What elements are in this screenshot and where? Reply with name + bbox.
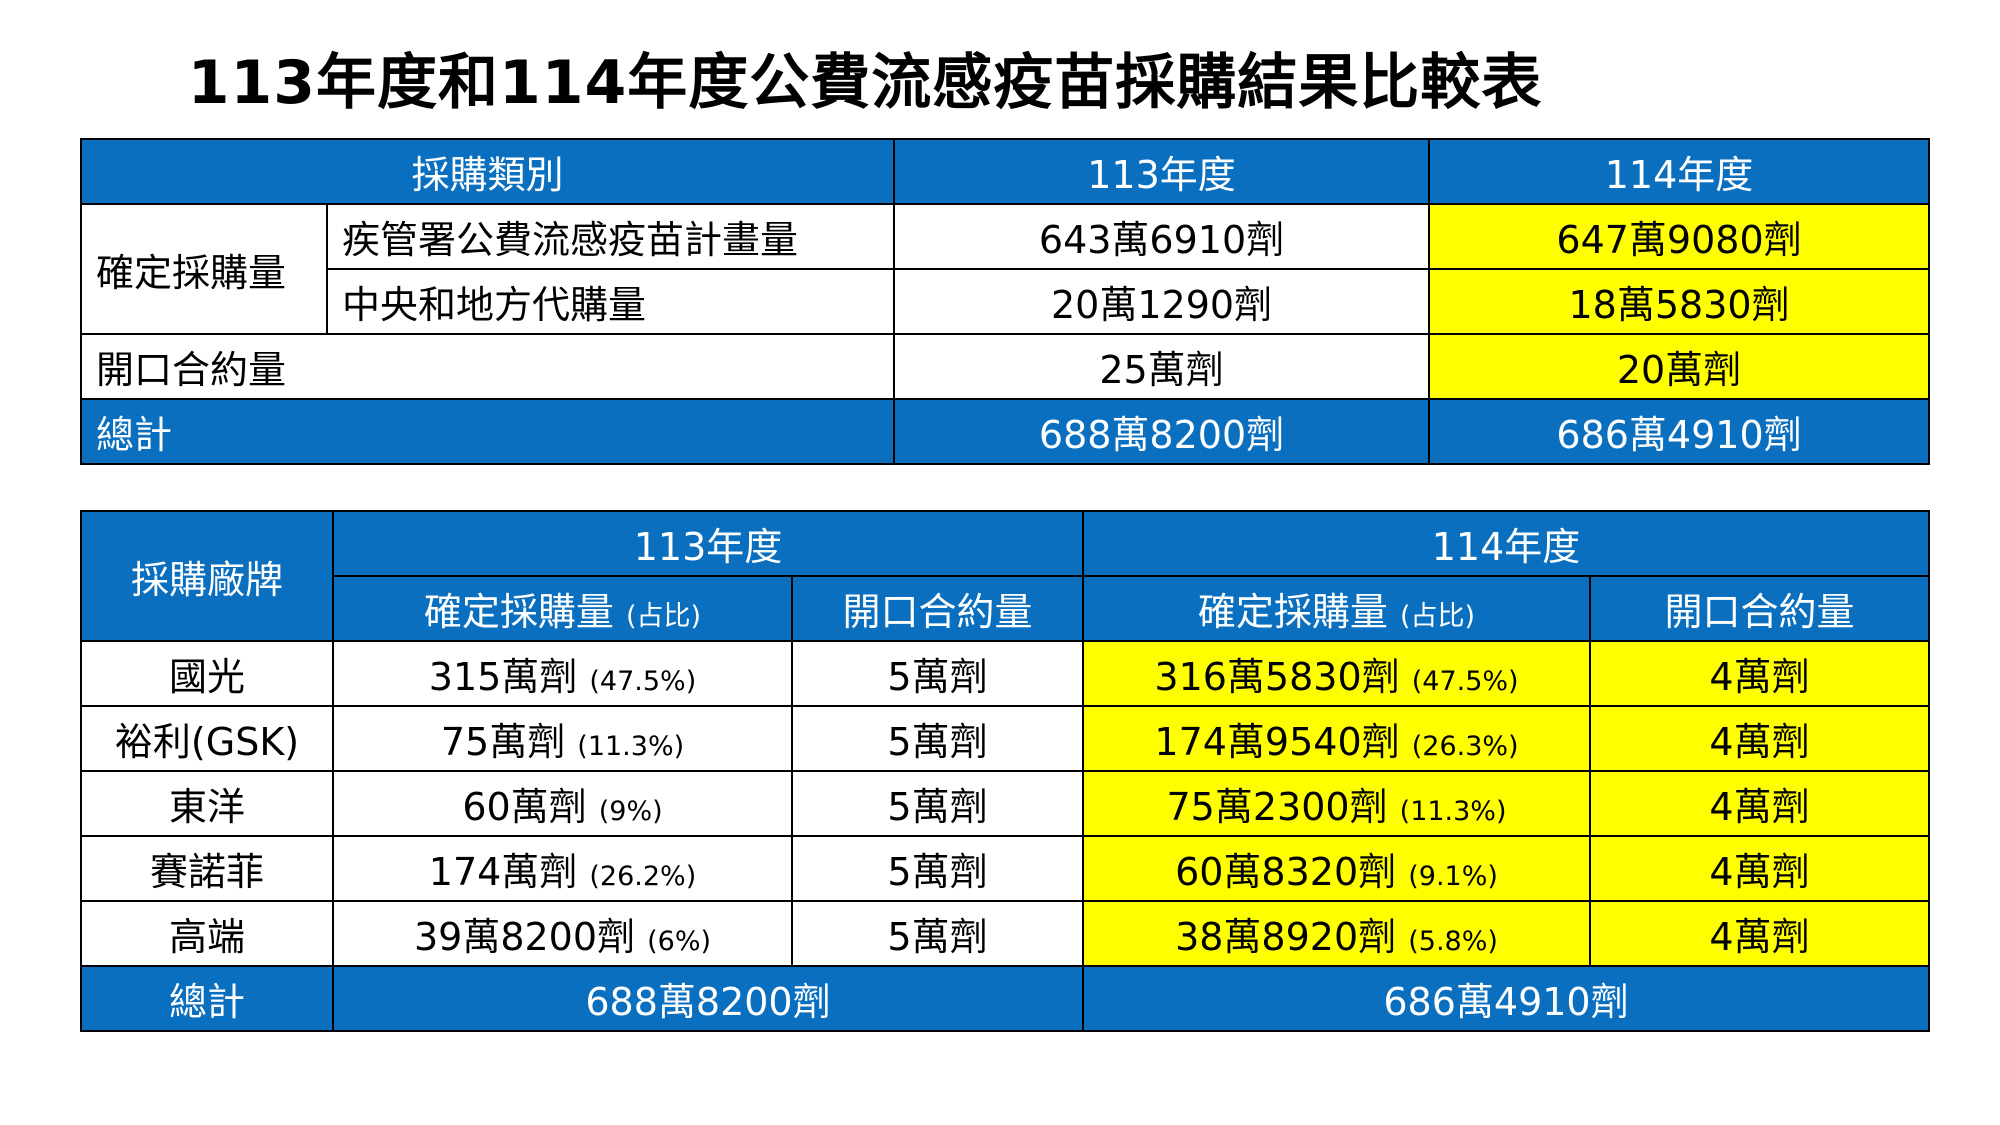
brand-name: 裕利(GSK): [80, 705, 334, 772]
open-113: 5萬劑: [791, 705, 1084, 772]
open-114: 4萬劑: [1589, 770, 1930, 837]
amount-113: 39萬8200劑 (6%): [332, 900, 793, 967]
amount-value: 39萬8200劑: [413, 915, 636, 959]
open-113: 5萬劑: [791, 640, 1084, 707]
amount-value: 75萬2300劑: [1166, 785, 1388, 829]
header-open-113: 開口合約量: [791, 575, 1084, 642]
table-row: 開口合約量 25萬劑 20萬劑: [79, 333, 1931, 400]
amount-value: 38萬8920劑: [1175, 915, 1397, 959]
brand-name: 國光: [80, 640, 334, 707]
header-year-113: 113年度: [893, 138, 1431, 205]
table-row: 高端 39萬8200劑 (6%) 5萬劑 38萬8920劑 (5.8%) 4萬劑: [80, 900, 1930, 967]
share-value: (9%): [598, 796, 663, 827]
row-label: 疾管署公費流感疫苗計畫量: [325, 203, 896, 270]
amount-value: 315萬劑: [428, 655, 578, 699]
open-113: 5萬劑: [791, 900, 1084, 967]
amount-114: 75萬2300劑 (11.3%): [1082, 770, 1591, 837]
header-share-label: (占比): [626, 601, 702, 632]
open-113: 5萬劑: [791, 770, 1084, 837]
table-header-row: 採購廠牌 113年度 114年度: [80, 510, 1930, 642]
share-value: (47.5%): [589, 666, 697, 697]
amount-113: 174萬劑 (26.2%): [332, 835, 793, 902]
brand-name: 賽諾菲: [80, 835, 334, 902]
table-row: 確定採購量 疾管署公費流感疫苗計畫量 643萬6910劑 647萬9080劑: [80, 203, 1931, 335]
amount-value: 60萬8320劑: [1175, 850, 1397, 894]
value-113: 25萬劑: [893, 333, 1431, 400]
brand-name: 東洋: [80, 770, 334, 837]
total-114: 686萬4910劑: [1428, 398, 1931, 465]
open-113: 5萬劑: [791, 835, 1084, 902]
total-label: 總計: [80, 965, 334, 1032]
amount-value: 174萬9540劑: [1154, 720, 1400, 764]
open-114: 4萬劑: [1589, 640, 1930, 707]
table-subheader-row: 確定採購量 (占比) 開口合約量 確定採購量 (占比) 開口合約量: [81, 575, 1930, 642]
table-row: 國光 315萬劑 (47.5%) 5萬劑 316萬5830劑 (47.5%) 4…: [80, 640, 1930, 707]
header-year-114: 114年度: [1082, 510, 1930, 577]
share-value: (11.3%): [1399, 796, 1507, 827]
amount-value: 60萬劑: [462, 785, 587, 829]
value-113: 20萬1290劑: [893, 268, 1431, 335]
confirmed-label: 確定採購量: [80, 203, 328, 335]
amount-113: 60萬劑 (9%): [332, 770, 793, 837]
header-confirmed-label: 確定採購量: [423, 590, 614, 634]
table-row: 裕利(GSK) 75萬劑 (11.3%) 5萬劑 174萬9540劑 (26.3…: [80, 705, 1930, 772]
total-114: 686萬4910劑: [1082, 965, 1930, 1032]
header-year-114: 114年度: [1428, 138, 1931, 205]
row-label: 中央和地方代購量: [325, 268, 896, 335]
open-114: 4萬劑: [1589, 900, 1930, 967]
table-row: 賽諾菲 174萬劑 (26.2%) 5萬劑 60萬8320劑 (9.1%) 4萬…: [80, 835, 1930, 902]
open-114: 4萬劑: [1589, 835, 1930, 902]
amount-114: 38萬8920劑 (5.8%): [1082, 900, 1591, 967]
header-confirmed-114: 確定採購量 (占比): [1082, 575, 1591, 642]
value-114: 647萬9080劑: [1428, 203, 1931, 270]
header-open-114: 開口合約量: [1589, 575, 1930, 642]
total-row: 總計 688萬8200劑 686萬4910劑: [79, 398, 1931, 465]
share-value: (47.5%): [1411, 666, 1519, 697]
amount-114: 316萬5830劑 (47.5%): [1082, 640, 1591, 707]
value-114: 18萬5830劑: [1428, 268, 1931, 335]
brand-procurement-table: 採購廠牌 113年度 114年度 確定採購量 (占比) 開口合約量 確定採購量 …: [80, 510, 1930, 1032]
amount-value: 316萬5830劑: [1154, 655, 1400, 699]
total-113: 688萬8200劑: [332, 965, 1084, 1032]
share-value: (11.3%): [577, 731, 685, 762]
header-year-113: 113年度: [332, 510, 1084, 577]
procurement-category-table: 採購類別 113年度 114年度 確定採購量 疾管署公費流感疫苗計畫量 643萬…: [79, 138, 1931, 465]
amount-114: 60萬8320劑 (9.1%): [1082, 835, 1591, 902]
header-share-label: (占比): [1400, 601, 1476, 632]
header-brand: 採購廠牌: [80, 510, 334, 642]
value-114: 20萬劑: [1428, 333, 1931, 400]
share-value: (26.2%): [589, 861, 697, 892]
open-contract-label: 開口合約量: [79, 333, 896, 400]
total-113: 688萬8200劑: [893, 398, 1431, 465]
brand-name: 高端: [80, 900, 334, 967]
page-title: 113年度和114年度公費流感疫苗採購結果比較表: [187, 48, 1543, 118]
share-value: (6%): [647, 926, 712, 957]
header-confirmed-label: 確定採購量: [1197, 590, 1388, 634]
amount-113: 75萬劑 (11.3%): [332, 705, 793, 772]
share-value: (26.3%): [1411, 731, 1519, 762]
table-header-row: 採購類別 113年度 114年度: [79, 138, 1931, 205]
share-value: (9.1%): [1408, 861, 1498, 892]
open-114: 4萬劑: [1589, 705, 1930, 772]
total-label: 總計: [79, 398, 896, 465]
header-confirmed-113: 確定採購量 (占比): [332, 575, 793, 642]
value-113: 643萬6910劑: [893, 203, 1431, 270]
amount-113: 315萬劑 (47.5%): [332, 640, 793, 707]
amount-value: 75萬劑: [440, 720, 566, 764]
table-row: 東洋 60萬劑 (9%) 5萬劑 75萬2300劑 (11.3%) 4萬劑: [80, 770, 1930, 837]
amount-value: 174萬劑: [428, 850, 578, 894]
total-row: 總計 688萬8200劑 686萬4910劑: [80, 965, 1930, 1032]
header-category: 採購類別: [79, 138, 896, 205]
share-value: (5.8%): [1408, 926, 1498, 957]
amount-114: 174萬9540劑 (26.3%): [1082, 705, 1591, 772]
table-row: 中央和地方代購量 20萬1290劑 18萬5830劑: [81, 268, 1931, 335]
